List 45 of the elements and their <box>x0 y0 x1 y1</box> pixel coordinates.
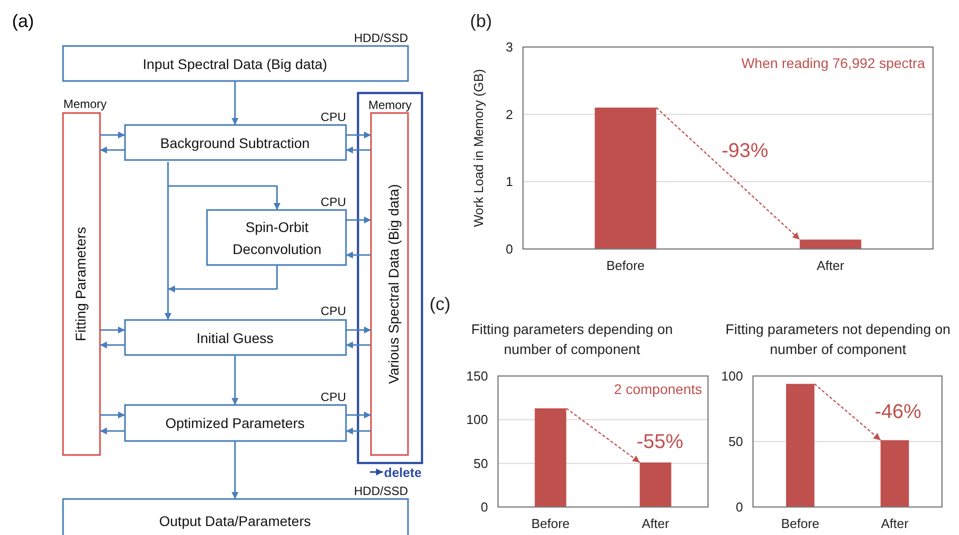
text: Memory <box>368 98 412 112</box>
y-tick-label: 0 <box>506 242 513 257</box>
x-tick-label: After <box>881 516 910 531</box>
x-tick-label: After <box>816 258 845 273</box>
text: Background Subtraction <box>160 135 310 151</box>
text: Memory <box>63 97 107 111</box>
y-tick-label: 0 <box>736 500 743 515</box>
y-tick-label: 100 <box>466 412 488 428</box>
chart-title: Fitting parameters not depending on number of component <box>726 321 950 357</box>
text: Optimized Parameters <box>165 415 305 431</box>
y-axis-title: Work Load in Memory (GB) <box>471 69 486 227</box>
y-tick-label: 100 <box>721 368 743 384</box>
text: HDD/SSD <box>354 484 408 498</box>
x-tick-label: Before <box>781 516 820 531</box>
text: Spin-Orbit Deconvolution <box>232 219 322 257</box>
text: CPU <box>320 390 346 404</box>
text: (a) <box>12 11 34 31</box>
text: CPU <box>320 304 346 318</box>
annotation: 2 components <box>614 381 702 397</box>
y-tick-label: 2 <box>506 106 513 122</box>
text: Input Spectral Data (Big data) <box>142 56 328 72</box>
text: CPU <box>320 195 346 209</box>
x-tick-label: After <box>642 516 670 531</box>
text: Initial Guess <box>196 330 274 346</box>
x-tick-label: Before <box>606 258 645 273</box>
y-tick-label: 1 <box>506 174 513 190</box>
y-tick-label: 150 <box>466 368 488 384</box>
chart-title: (b) <box>470 11 492 31</box>
text: Fitting Parameters <box>72 226 89 342</box>
chart-title: Fitting parameters depending on number of component <box>471 321 673 357</box>
y-tick-label: 0 <box>480 500 488 515</box>
text: delete <box>384 465 422 480</box>
annotation: -46% <box>874 401 922 423</box>
text: Output Data/Parameters <box>159 513 311 529</box>
text: HDD/SSD <box>354 31 408 45</box>
text: Various Spectral Data (Big data) <box>386 184 402 384</box>
y-tick-label: 50 <box>728 434 743 450</box>
x-tick-label: Before <box>531 516 570 531</box>
y-tick-label: 50 <box>474 456 488 471</box>
y-tick-label: 3 <box>506 40 513 55</box>
annotation: -55% <box>636 431 684 453</box>
annotation: -93% <box>722 140 769 162</box>
text: CPU <box>320 110 346 124</box>
annotation: When reading 76,992 spectra <box>741 55 926 71</box>
text: (c) <box>430 294 450 314</box>
